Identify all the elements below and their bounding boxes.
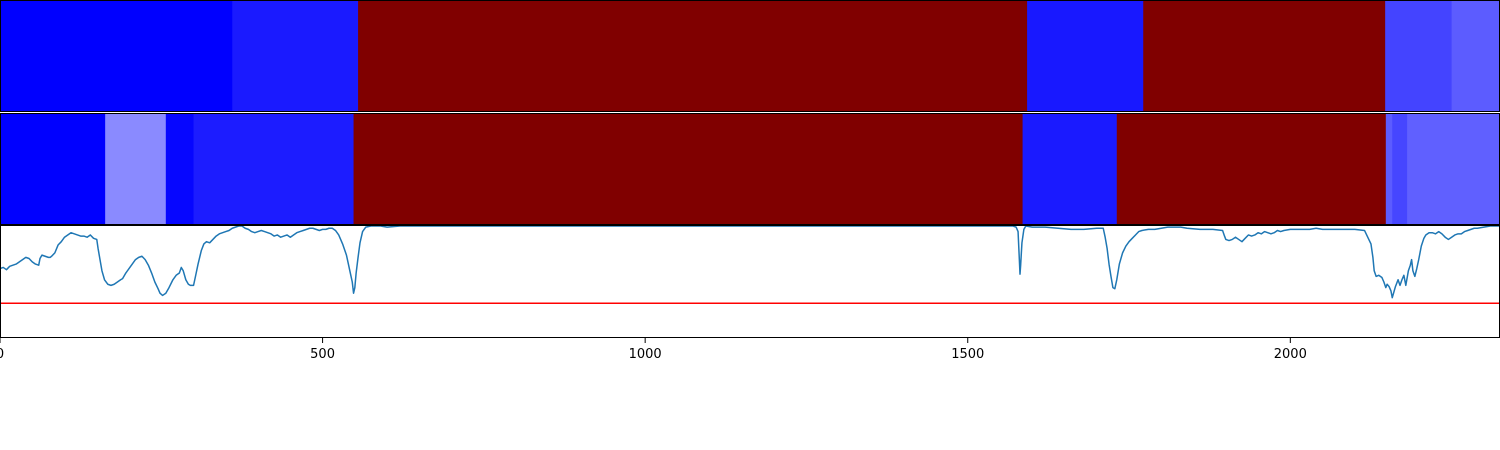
middle-strip-segment-4	[353, 113, 1024, 225]
middle-strip-segment-9	[1407, 113, 1500, 225]
middle-strip-segment-5	[1022, 113, 1118, 225]
top-strip-segment-2	[358, 0, 1028, 112]
top-strip-segment-6	[1451, 0, 1500, 112]
middle-strip-segment-3	[193, 113, 355, 225]
middle-strip-segment-6	[1116, 113, 1387, 225]
x-tick-label-3: 1500	[951, 347, 984, 362]
top-strip-segment-3	[1027, 0, 1144, 112]
top-strip-segment-0	[0, 0, 233, 112]
x-axis: 0 500 1000 1500 2000	[0, 338, 1307, 362]
middle-strip-segment-1	[105, 113, 167, 225]
series-line	[0, 225, 1500, 299]
middle-strip-segment-8	[1392, 113, 1408, 225]
line-plot-area	[0, 225, 1500, 338]
middle-strip-segment-7	[1385, 113, 1393, 225]
line-plot-panel	[0, 225, 1500, 338]
top-strip-segment-1	[232, 0, 359, 112]
x-tick-label-0: 0	[0, 347, 4, 362]
x-tick-label-4: 2000	[1274, 347, 1307, 362]
x-tick-label-1: 500	[310, 347, 335, 362]
x-tick-label-2: 1000	[629, 347, 662, 362]
middle-strip-segment-2	[165, 113, 195, 225]
middle-strip-segment-0	[0, 113, 106, 225]
middle-heatmap-strip	[0, 113, 1500, 225]
top-heatmap-strip	[0, 0, 1500, 112]
top-strip-segment-4	[1143, 0, 1386, 112]
top-strip-segment-5	[1385, 0, 1453, 112]
